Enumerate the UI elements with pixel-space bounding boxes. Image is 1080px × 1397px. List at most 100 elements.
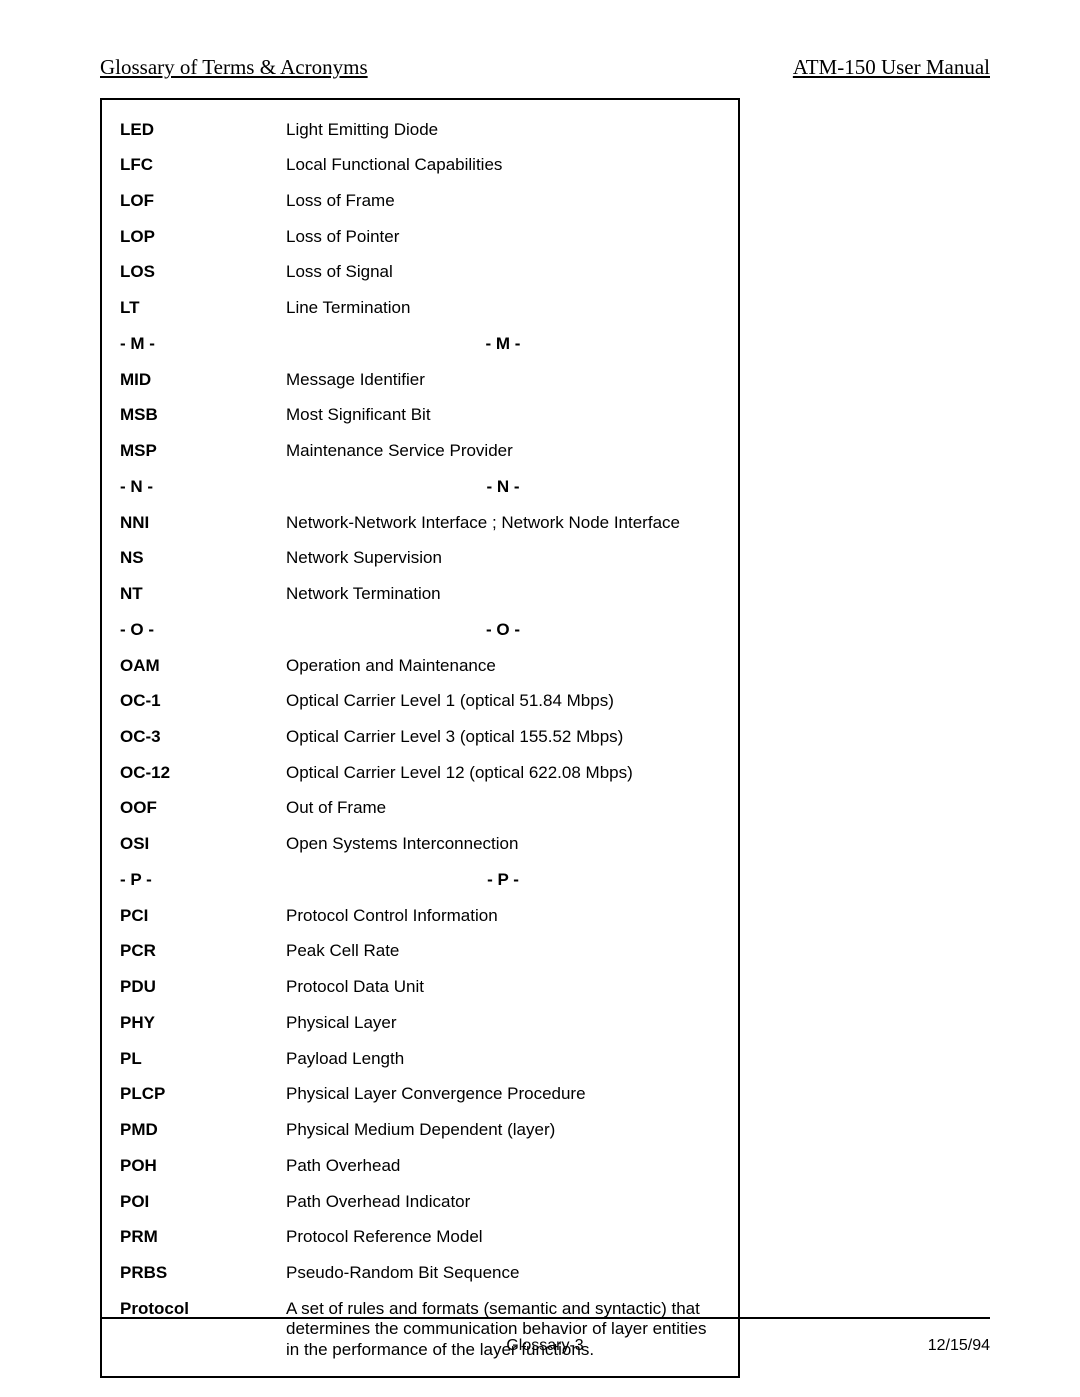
glossary-term: MSP [120,441,286,462]
glossary-definition: Path Overhead [286,1156,720,1177]
page: Glossary of Terms & Acronyms ATM-150 Use… [0,0,1080,1397]
glossary-row: LFCLocal Functional Capabilities [120,148,720,184]
glossary-definition: Loss of Pointer [286,227,720,248]
glossary-term: LOF [120,191,286,212]
glossary-row: POHPath Overhead [120,1148,720,1184]
glossary-definition: - P - [286,870,720,891]
glossary-row: PRBSPseudo-Random Bit Sequence [120,1256,720,1292]
glossary-term: MSB [120,405,286,426]
glossary-row: MIDMessage Identifier [120,362,720,398]
glossary-term: - N - [120,477,286,498]
glossary-term: POH [120,1156,286,1177]
glossary-row: OSIOpen Systems Interconnection [120,827,720,863]
glossary-definition: Payload Length [286,1049,720,1070]
glossary-row: LOSLoss of Signal [120,255,720,291]
glossary-row: NNINetwork-Network Interface ; Network N… [120,505,720,541]
glossary-definition: Protocol Reference Model [286,1227,720,1248]
glossary-term: OC-1 [120,691,286,712]
glossary-term: POI [120,1192,286,1213]
glossary-row: OC-3Optical Carrier Level 3 (optical 155… [120,719,720,755]
glossary-definition: Network-Network Interface ; Network Node… [286,513,720,534]
glossary-term: - P - [120,870,286,891]
glossary-term: OSI [120,834,286,855]
glossary-row: PCRPeak Cell Rate [120,934,720,970]
glossary-definition: Peak Cell Rate [286,941,720,962]
glossary-definition: Light Emitting Diode [286,120,720,141]
glossary-row: LTLine Termination [120,291,720,327]
glossary-definition: Message Identifier [286,370,720,391]
glossary-row: ProtocolA set of rules and formats (sema… [120,1291,720,1368]
glossary-term: LFC [120,155,286,176]
glossary-row: LEDLight Emitting Diode [120,112,720,148]
glossary-table: LEDLight Emitting DiodeLFCLocal Function… [100,98,740,1378]
glossary-definition: Optical Carrier Level 12 (optical 622.08… [286,763,720,784]
section-divider-row: - O -- O - [120,612,720,648]
glossary-definition: - M - [286,334,720,355]
glossary-definition: Physical Medium Dependent (layer) [286,1120,720,1141]
glossary-definition: Out of Frame [286,798,720,819]
glossary-row: LOPLoss of Pointer [120,219,720,255]
glossary-definition: Network Supervision [286,548,720,569]
glossary-definition: Line Termination [286,298,720,319]
glossary-term: PRBS [120,1263,286,1284]
page-footer: Glossary-3 12/15/94 [100,1337,990,1355]
glossary-definition: Optical Carrier Level 3 (optical 155.52 … [286,727,720,748]
glossary-term: LT [120,298,286,319]
glossary-definition: Physical Layer Convergence Procedure [286,1084,720,1105]
glossary-row: PRMProtocol Reference Model [120,1220,720,1256]
glossary-term: MID [120,370,286,391]
footer-rule [100,1317,990,1319]
glossary-row: OAMOperation and Maintenance [120,648,720,684]
section-divider-row: - N -- N - [120,469,720,505]
glossary-term: NNI [120,513,286,534]
glossary-definition: Physical Layer [286,1013,720,1034]
section-divider-row: - M -- M - [120,326,720,362]
glossary-definition: Most Significant Bit [286,405,720,426]
glossary-row: NTNetwork Termination [120,577,720,613]
glossary-row: PCIProtocol Control Information [120,898,720,934]
footer-page-number: Glossary-3 [100,1337,990,1355]
glossary-row: MSPMaintenance Service Provider [120,434,720,470]
glossary-row: PHYPhysical Layer [120,1005,720,1041]
glossary-row: PMDPhysical Medium Dependent (layer) [120,1113,720,1149]
header-left: Glossary of Terms & Acronyms [100,55,368,80]
glossary-term: LED [120,120,286,141]
glossary-definition: Local Functional Capabilities [286,155,720,176]
glossary-definition: - N - [286,477,720,498]
glossary-row: OOFOut of Frame [120,791,720,827]
glossary-term: - M - [120,334,286,355]
glossary-definition: Path Overhead Indicator [286,1192,720,1213]
glossary-row: MSBMost Significant Bit [120,398,720,434]
glossary-term: - O - [120,620,286,641]
header-right: ATM-150 User Manual [793,55,990,80]
glossary-definition: Pseudo-Random Bit Sequence [286,1263,720,1284]
glossary-definition: Network Termination [286,584,720,605]
glossary-term: LOS [120,262,286,283]
glossary-row: PLCPPhysical Layer Convergence Procedure [120,1077,720,1113]
section-divider-row: - P -- P - [120,862,720,898]
glossary-row: POIPath Overhead Indicator [120,1184,720,1220]
glossary-definition: Loss of Signal [286,262,720,283]
glossary-definition: Maintenance Service Provider [286,441,720,462]
glossary-row: PDUProtocol Data Unit [120,970,720,1006]
glossary-term: PMD [120,1120,286,1141]
glossary-term: PRM [120,1227,286,1248]
glossary-definition: - O - [286,620,720,641]
glossary-term: PCI [120,906,286,927]
glossary-row: OC-1Optical Carrier Level 1 (optical 51.… [120,684,720,720]
page-header: Glossary of Terms & Acronyms ATM-150 Use… [100,55,990,84]
glossary-term: PHY [120,1013,286,1034]
glossary-term: NS [120,548,286,569]
glossary-row: PLPayload Length [120,1041,720,1077]
glossary-term: OAM [120,656,286,677]
glossary-term: PCR [120,941,286,962]
glossary-term: OC-12 [120,763,286,784]
glossary-definition: Operation and Maintenance [286,656,720,677]
glossary-term: LOP [120,227,286,248]
glossary-definition: Loss of Frame [286,191,720,212]
glossary-definition: Open Systems Interconnection [286,834,720,855]
glossary-definition: Optical Carrier Level 1 (optical 51.84 M… [286,691,720,712]
glossary-term: OOF [120,798,286,819]
glossary-definition: Protocol Data Unit [286,977,720,998]
glossary-term: NT [120,584,286,605]
